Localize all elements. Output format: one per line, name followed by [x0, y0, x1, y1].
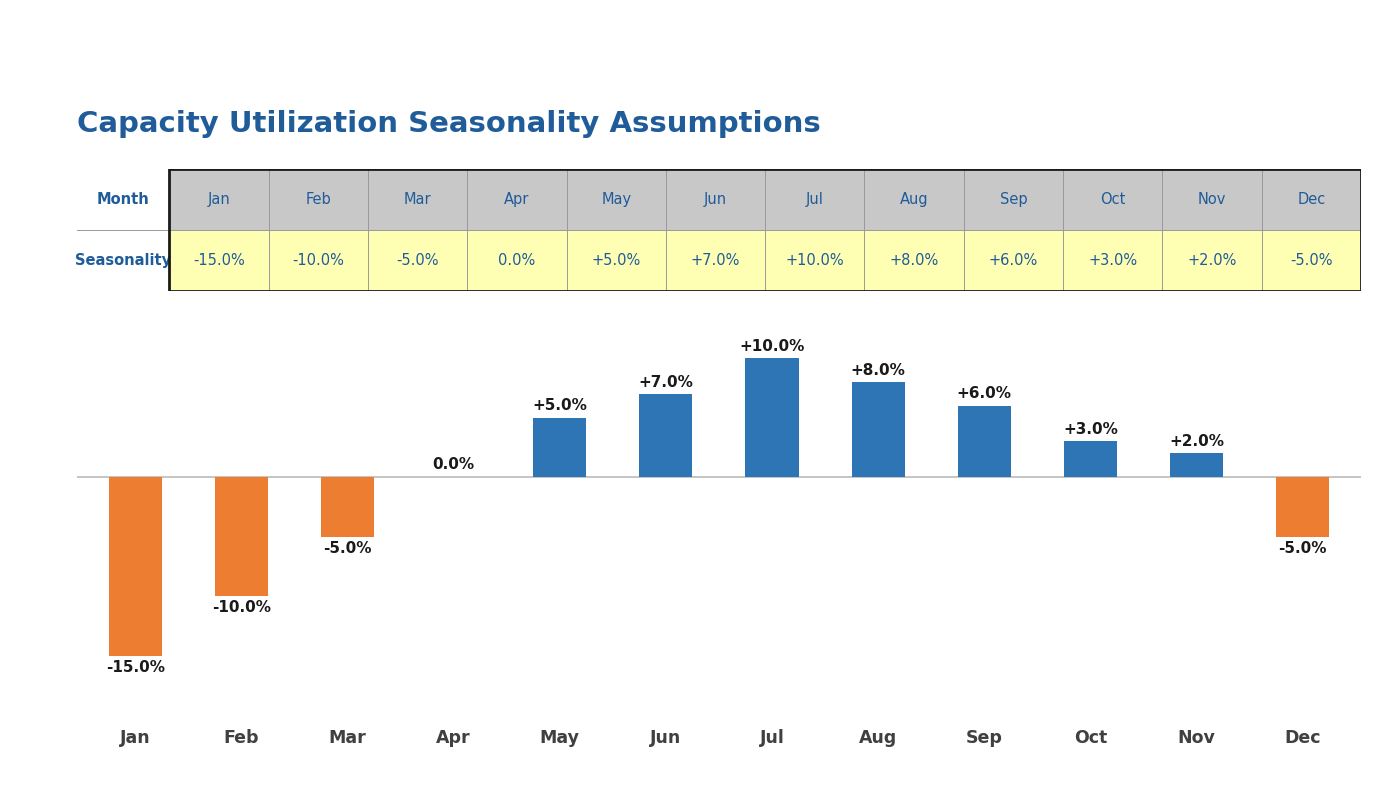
Bar: [169, 230, 268, 291]
Text: Capacity Utilization Seasonality Assumptions: Capacity Utilization Seasonality Assumpt…: [77, 109, 821, 138]
Text: Sep: Sep: [1000, 192, 1027, 207]
Bar: [169, 169, 268, 230]
Text: Seasonality: Seasonality: [75, 253, 172, 268]
Bar: [1276, 477, 1329, 537]
Bar: [268, 230, 369, 291]
Text: -5.0%: -5.0%: [396, 253, 438, 268]
Text: Nov: Nov: [1198, 192, 1226, 207]
Bar: [468, 169, 567, 230]
Bar: [666, 230, 765, 291]
Bar: [369, 169, 468, 230]
Bar: [745, 358, 799, 477]
Text: -15.0%: -15.0%: [106, 660, 165, 675]
Bar: [1262, 230, 1361, 291]
Bar: [852, 382, 905, 477]
Text: +2.0%: +2.0%: [1188, 253, 1237, 268]
Bar: [533, 417, 586, 477]
Text: May: May: [602, 192, 631, 207]
Bar: [639, 394, 692, 477]
Bar: [77, 230, 169, 291]
Bar: [1064, 230, 1163, 291]
Text: Apr: Apr: [504, 192, 529, 207]
Text: +8.0%: +8.0%: [850, 362, 906, 377]
Bar: [963, 230, 1064, 291]
Bar: [268, 169, 369, 230]
Text: +8.0%: +8.0%: [889, 253, 938, 268]
Text: +6.0%: +6.0%: [956, 387, 1012, 402]
Bar: [864, 169, 963, 230]
Bar: [1163, 230, 1262, 291]
Text: +7.0%: +7.0%: [638, 375, 694, 390]
Text: Oct: Oct: [1100, 192, 1125, 207]
Bar: [468, 230, 567, 291]
Text: +3.0%: +3.0%: [1089, 253, 1138, 268]
Bar: [109, 477, 162, 656]
Text: +5.0%: +5.0%: [532, 399, 588, 413]
Text: 0.0%: 0.0%: [433, 457, 475, 472]
Bar: [567, 169, 666, 230]
Bar: [958, 406, 1011, 477]
Bar: [1064, 442, 1117, 477]
Text: +10.0%: +10.0%: [740, 339, 804, 354]
Bar: [369, 230, 468, 291]
Bar: [666, 169, 765, 230]
Text: -10.0%: -10.0%: [212, 601, 271, 615]
Text: 0.0%: 0.0%: [498, 253, 536, 268]
Bar: [963, 169, 1064, 230]
Text: Jun: Jun: [704, 192, 727, 207]
Bar: [765, 169, 864, 230]
Text: Feb: Feb: [306, 192, 331, 207]
Text: Mar: Mar: [403, 192, 431, 207]
Text: +6.0%: +6.0%: [988, 253, 1039, 268]
Bar: [321, 477, 374, 537]
Text: +2.0%: +2.0%: [1168, 434, 1224, 449]
Text: Jul: Jul: [805, 192, 824, 207]
Text: +7.0%: +7.0%: [691, 253, 740, 268]
Bar: [864, 230, 963, 291]
Text: +5.0%: +5.0%: [592, 253, 641, 268]
Bar: [1170, 454, 1223, 477]
Bar: [215, 477, 268, 596]
Text: +3.0%: +3.0%: [1062, 422, 1118, 437]
Text: -5.0%: -5.0%: [1279, 541, 1328, 556]
Text: Jan: Jan: [208, 192, 230, 207]
Bar: [765, 230, 864, 291]
Bar: [1163, 169, 1262, 230]
Text: -10.0%: -10.0%: [292, 253, 345, 268]
Text: +10.0%: +10.0%: [786, 253, 845, 268]
Text: -15.0%: -15.0%: [193, 253, 244, 268]
Text: -5.0%: -5.0%: [324, 541, 371, 556]
Bar: [1064, 169, 1163, 230]
Bar: [1262, 169, 1361, 230]
Bar: [567, 230, 666, 291]
Text: Month: Month: [96, 192, 149, 207]
Text: Dec: Dec: [1297, 192, 1326, 207]
Text: -5.0%: -5.0%: [1290, 253, 1333, 268]
Text: Aug: Aug: [900, 192, 928, 207]
Bar: [77, 169, 169, 230]
